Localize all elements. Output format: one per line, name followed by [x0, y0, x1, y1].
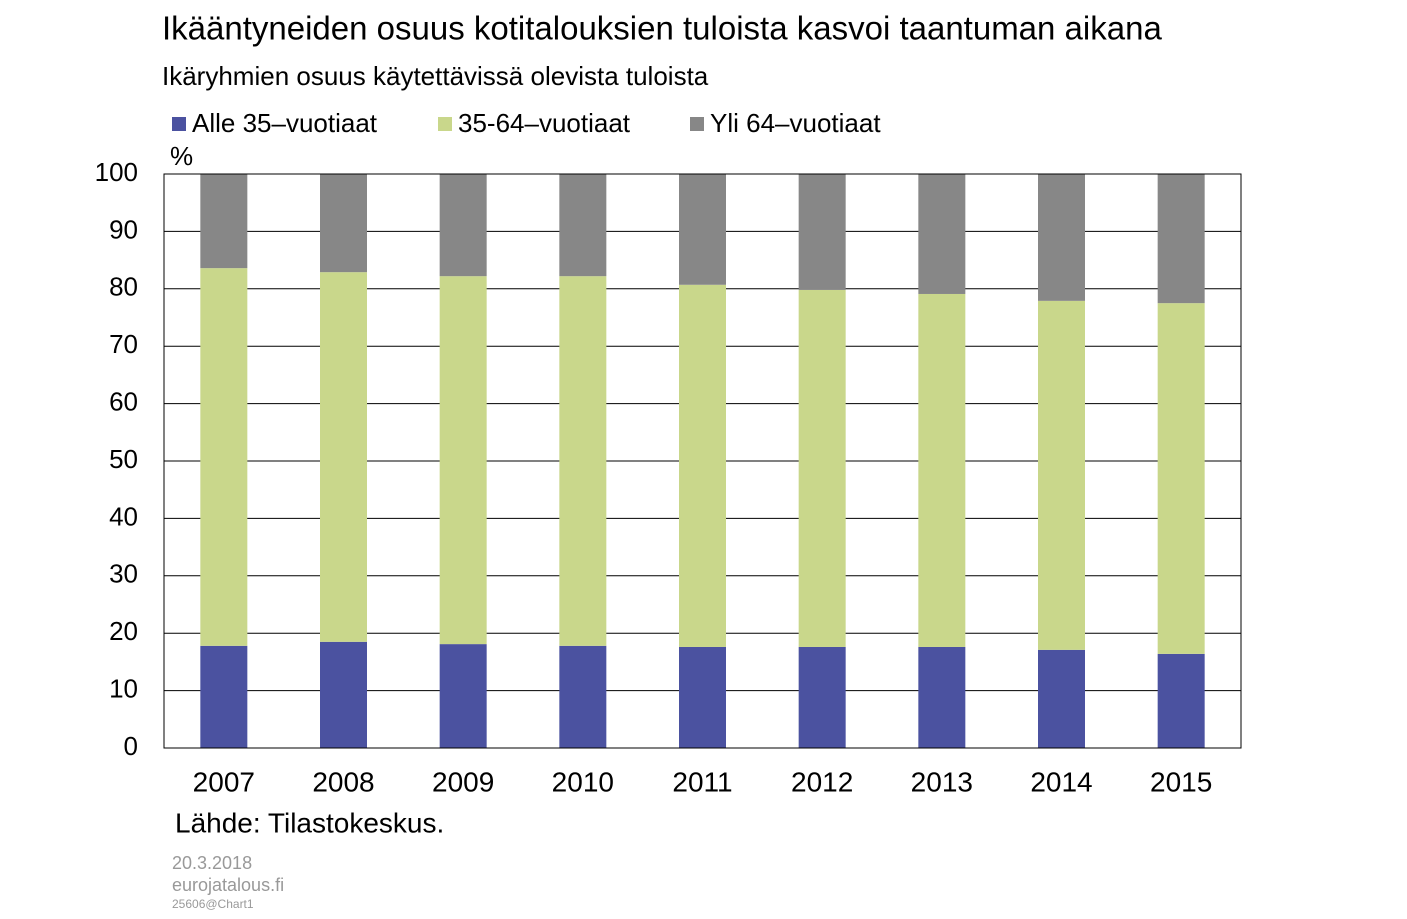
legend-swatch: [172, 117, 186, 131]
bar-segment: [679, 284, 726, 647]
y-tick-label: 0: [124, 731, 138, 761]
legend-label: Alle 35–vuotiaat: [192, 108, 378, 138]
y-tick-label: 80: [109, 272, 138, 302]
x-tick-label: 2011: [672, 766, 732, 797]
y-tick-label: 30: [109, 559, 138, 589]
bar-segment: [679, 646, 726, 748]
legend-swatch: [438, 117, 452, 131]
x-tick-label: 2015: [1150, 766, 1212, 797]
y-tick-label: 70: [109, 329, 138, 359]
y-tick-label: 60: [109, 386, 138, 416]
bar-segment: [320, 174, 367, 273]
bar-segment: [559, 645, 607, 748]
bar-segment: [439, 644, 487, 748]
legend-label: Yli 64–vuotiaat: [710, 108, 881, 138]
bar-segment: [320, 272, 367, 642]
footer-code: 25606@Chart1: [172, 897, 254, 911]
source: Lähde: Tilastokeskus.: [175, 807, 444, 838]
bar-segment: [200, 174, 248, 269]
bar-segment: [679, 174, 726, 285]
bar-segment: [439, 174, 487, 277]
x-tick-label: 2014: [1030, 766, 1092, 797]
x-tick-label: 2007: [193, 766, 255, 797]
bar-segment: [1157, 303, 1205, 654]
bar-segment: [1038, 300, 1085, 650]
y-tick-label: 90: [109, 214, 138, 244]
bar-segment: [1038, 174, 1085, 301]
bar-segment: [200, 645, 248, 748]
bar-segment: [559, 174, 607, 277]
y-tick-label: 100: [95, 157, 138, 187]
legend-label: 35-64–vuotiaat: [458, 108, 631, 138]
bar-segment: [559, 276, 607, 646]
footer-site: eurojatalous.fi: [172, 875, 284, 895]
bar-segment: [798, 289, 846, 647]
y-tick-label: 10: [109, 673, 138, 703]
bar-segment: [918, 646, 966, 748]
legend-swatch: [690, 117, 704, 131]
y-tick-label: 40: [109, 501, 138, 531]
bar-segment: [918, 293, 966, 647]
footer-date: 20.3.2018: [172, 853, 252, 873]
x-tick-label: 2012: [791, 766, 853, 797]
x-tick-label: 2010: [552, 766, 614, 797]
chart-title: Ikääntyneiden osuus kotitalouksien tuloi…: [162, 10, 1162, 47]
y-tick-label: 50: [109, 444, 138, 474]
y-tick-label: 20: [109, 616, 138, 646]
bar-segment: [320, 641, 367, 748]
bar-segment: [1157, 653, 1205, 748]
x-tick-label: 2013: [911, 766, 973, 797]
x-tick-label: 2008: [312, 766, 374, 797]
plot-border: [163, 173, 1242, 749]
bar-segment: [798, 646, 846, 748]
y-unit: %: [170, 141, 193, 171]
bar-segment: [918, 174, 966, 294]
bar-segment: [1157, 174, 1205, 304]
bar-segment: [798, 174, 846, 290]
bar-segment: [1038, 649, 1085, 748]
chart-subtitle: Ikäryhmien osuus käytettävissä olevista …: [162, 61, 709, 91]
x-tick-label: 2009: [432, 766, 494, 797]
bar-segment: [439, 276, 487, 645]
bar-segment: [200, 268, 248, 646]
